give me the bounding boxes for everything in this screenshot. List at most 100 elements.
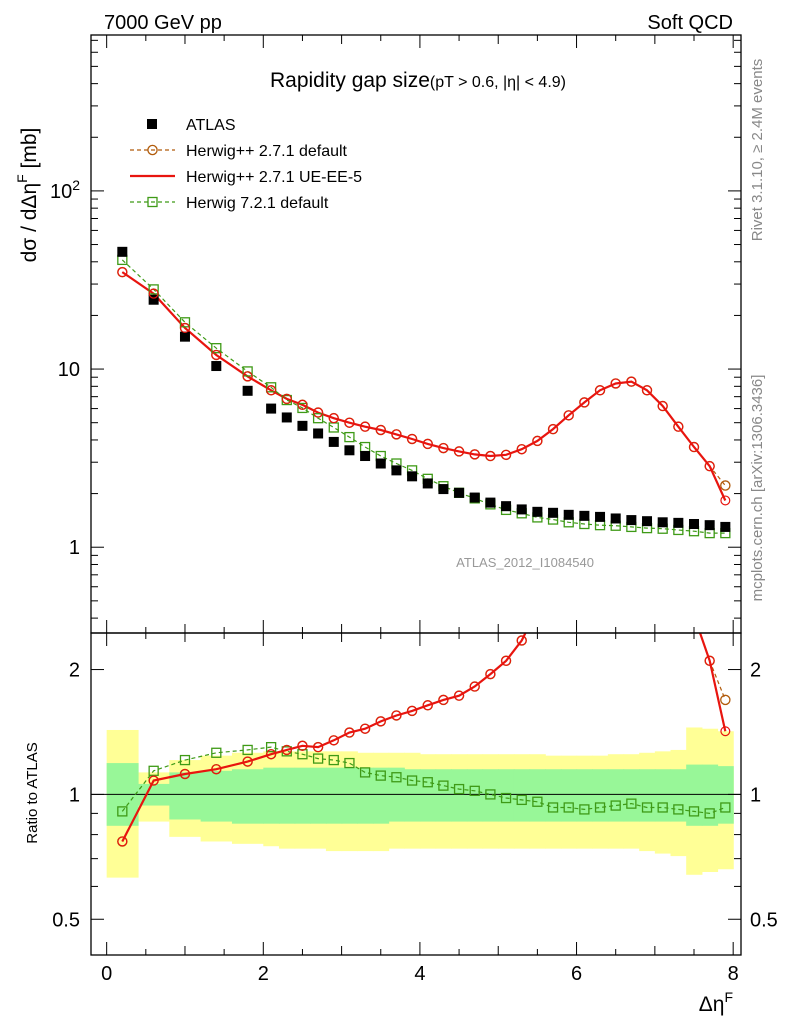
band-stat bbox=[639, 769, 656, 822]
legend-label: Herwig++ 2.7.1 default bbox=[186, 143, 348, 160]
band-stat bbox=[654, 769, 672, 822]
point-herwig-7-2-1-default bbox=[242, 366, 253, 377]
ratio-point-herwig-7-2-1-default bbox=[547, 802, 559, 813]
point-herwig-ue-ee-5 bbox=[501, 449, 512, 460]
ratio-point-herwig-7-2-1-default bbox=[594, 802, 606, 813]
point-atlas bbox=[281, 412, 292, 423]
ratio-point-herwig-ue-ee-5 bbox=[344, 727, 355, 738]
point-herwig-7-2-1-default bbox=[344, 431, 355, 443]
ratio-point-herwig-7-2-1-default bbox=[242, 744, 253, 756]
ratio-y-tick-label: 1 bbox=[69, 784, 80, 806]
point-herwig-ue-ee-5 bbox=[704, 461, 715, 472]
point-herwig-ue-ee-5 bbox=[281, 393, 292, 404]
point-herwig-ue-ee-5 bbox=[360, 421, 371, 432]
ratio-point-herwig-ue-ee-5 bbox=[516, 635, 527, 646]
point-atlas bbox=[501, 501, 512, 512]
point-atlas bbox=[391, 465, 402, 476]
ratio-point-herwig-7-2-1-default bbox=[641, 802, 653, 813]
ratio-point-herwig-7-2-1-default bbox=[485, 789, 496, 800]
point-atlas bbox=[485, 497, 496, 508]
ratio-point-herwig-ue-ee-5 bbox=[438, 694, 449, 705]
ratio-point-herwig-7-2-1-default bbox=[516, 794, 527, 806]
band-stat bbox=[310, 767, 327, 824]
point-atlas bbox=[454, 487, 465, 498]
point-herwig-ue-ee-5 bbox=[375, 424, 386, 435]
rivet-label: Rivet 3.1.10, ≥ 2.4M events bbox=[749, 59, 766, 242]
ratio-point-herwig-ue-ee-5 bbox=[297, 740, 308, 751]
ratio-point-herwig-2-7-1-default bbox=[720, 694, 731, 706]
ratio-point-herwig-7-2-1-default bbox=[688, 806, 700, 817]
point-herwig-7-2-1-default bbox=[328, 422, 339, 433]
point-atlas bbox=[610, 513, 621, 524]
point-herwig-ue-ee-5 bbox=[407, 433, 418, 444]
legend-label: Herwig 7.2.1 default bbox=[186, 195, 329, 212]
point-atlas bbox=[720, 521, 731, 532]
point-atlas bbox=[579, 510, 590, 521]
point-atlas bbox=[626, 515, 637, 526]
y-tick-label: 1 bbox=[69, 537, 80, 559]
point-atlas bbox=[242, 385, 253, 396]
band-stat bbox=[325, 767, 343, 824]
legend-marker bbox=[147, 196, 158, 208]
point-herwig-ue-ee-5 bbox=[422, 438, 433, 449]
band-stat bbox=[529, 769, 546, 822]
point-herwig-ue-ee-5 bbox=[657, 401, 668, 412]
ratio-point-herwig-7-2-1-default bbox=[406, 775, 418, 786]
point-atlas bbox=[407, 471, 418, 482]
series-line-herwig-7-2-1-default bbox=[121, 259, 726, 534]
x-tick-label: 2 bbox=[258, 963, 269, 985]
ratio-point-herwig-ue-ee-5 bbox=[469, 681, 480, 692]
watermark: ATLAS_2012_I1084540 bbox=[456, 555, 594, 570]
band-stat bbox=[341, 767, 358, 824]
legend-label: ATLAS bbox=[186, 117, 236, 134]
ratio-point-herwig-ue-ee-5 bbox=[422, 700, 433, 711]
point-herwig-ue-ee-5 bbox=[610, 378, 621, 389]
band-stat bbox=[169, 772, 202, 820]
ratio-point-herwig-ue-ee-5 bbox=[328, 735, 339, 746]
ratio-y-tick-label: 0.5 bbox=[52, 909, 80, 931]
series-line-herwig-7-2-1-default bbox=[121, 746, 726, 815]
point-herwig-ue-ee-5 bbox=[720, 495, 731, 506]
point-herwig-ue-ee-5 bbox=[626, 376, 637, 387]
point-herwig-7-2-1-default bbox=[179, 317, 191, 328]
point-herwig-ue-ee-5 bbox=[391, 429, 402, 440]
ratio-point-herwig-7-2-1-default bbox=[375, 770, 386, 781]
point-atlas bbox=[422, 478, 433, 489]
chart-title: Rapidity gap size(pT > 0.6, |η| < 4.9) bbox=[270, 69, 566, 92]
point-atlas bbox=[704, 520, 715, 531]
ratio-point-herwig-7-2-1-default bbox=[438, 780, 449, 791]
point-atlas bbox=[117, 246, 128, 257]
ratio-point-herwig-7-2-1-default bbox=[391, 772, 402, 783]
ratio-point-herwig-ue-ee-5 bbox=[407, 705, 418, 716]
band-stat bbox=[686, 764, 703, 826]
ratio-point-herwig-ue-ee-5 bbox=[704, 655, 715, 666]
point-herwig-ue-ee-5 bbox=[454, 446, 465, 457]
ratio-point-herwig-7-2-1-default bbox=[610, 800, 621, 811]
point-herwig-ue-ee-5 bbox=[297, 399, 308, 410]
ratio-point-herwig-ue-ee-5 bbox=[117, 836, 128, 847]
ratio-point-herwig-7-2-1-default bbox=[579, 804, 590, 815]
ratio-point-herwig-7-2-1-default bbox=[563, 802, 574, 813]
header-left: 7000 GeV pp bbox=[104, 12, 222, 34]
band-stat bbox=[482, 769, 499, 822]
mcplots-label: mcplots.cern.ch [arXiv:1306.3436] bbox=[749, 375, 766, 602]
point-atlas bbox=[469, 492, 480, 503]
ratio-point-herwig-7-2-1-default bbox=[148, 765, 159, 776]
point-herwig-ue-ee-5 bbox=[689, 442, 700, 453]
point-atlas bbox=[375, 458, 386, 469]
ratio-point-herwig-7-2-1-default bbox=[469, 785, 480, 796]
band-stat bbox=[545, 769, 562, 822]
ratio-point-herwig-7-2-1-default bbox=[657, 802, 668, 813]
ratio-y-axis-title: Ratio to ATLAS bbox=[24, 742, 41, 843]
ratio-point-herwig-ue-ee-5 bbox=[179, 768, 190, 779]
ratio-point-herwig-ue-ee-5 bbox=[454, 690, 465, 701]
point-herwig-ue-ee-5 bbox=[438, 443, 449, 454]
ratio-y-tick-label-right: 0.5 bbox=[750, 909, 778, 931]
band-stat bbox=[231, 769, 264, 824]
band-stat bbox=[498, 769, 515, 822]
x-axis-title: ΔηF bbox=[699, 989, 733, 1016]
ratio-point-herwig-7-2-1-default bbox=[359, 767, 371, 778]
point-herwig-ue-ee-5 bbox=[579, 397, 590, 408]
point-herwig-ue-ee-5 bbox=[328, 413, 339, 424]
point-atlas bbox=[148, 294, 159, 305]
